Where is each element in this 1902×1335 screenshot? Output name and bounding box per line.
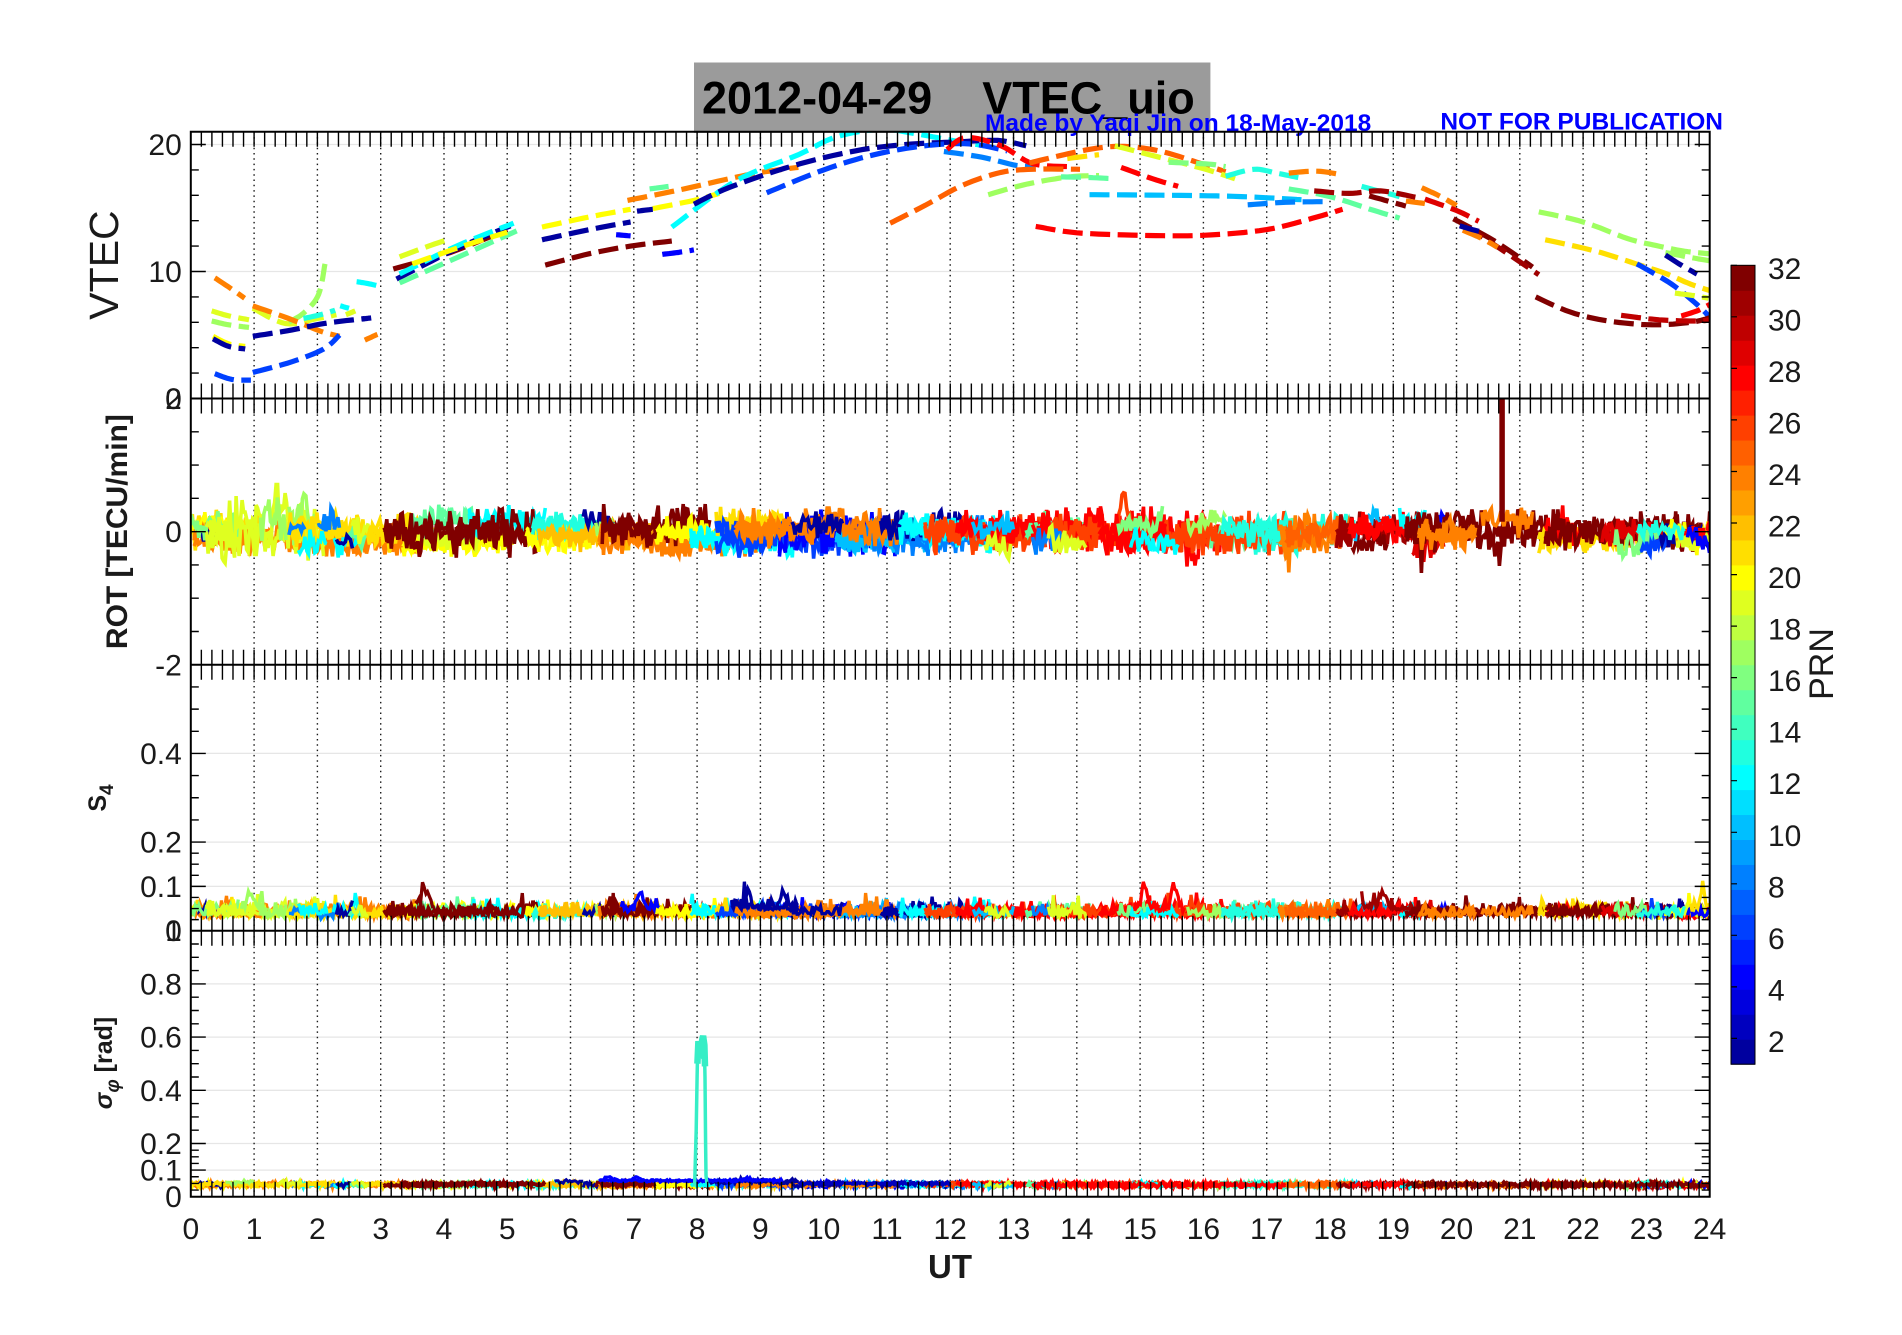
svg-text:19: 19 [1377,1213,1410,1246]
svg-text:2: 2 [165,383,182,416]
svg-text:20: 20 [1768,562,1801,595]
svg-text:σφ [rad]: σφ [rad] [90,1017,124,1109]
svg-text:0: 0 [165,383,182,416]
svg-text:0.1: 0.1 [140,871,182,904]
svg-text:22: 22 [1566,1213,1599,1246]
svg-text:1: 1 [165,915,182,948]
svg-text:-2: -2 [155,649,182,682]
svg-text:6: 6 [1768,923,1785,956]
svg-text:18: 18 [1768,614,1801,647]
svg-text:16: 16 [1187,1213,1220,1246]
svg-text:Made by Yaqi Jin on 18-May-201: Made by Yaqi Jin on 18-May-2018 [985,110,1371,137]
svg-text:12: 12 [1768,768,1801,801]
svg-text:3: 3 [372,1213,389,1246]
svg-text:24: 24 [1693,1213,1726,1246]
svg-text:26: 26 [1768,407,1801,440]
svg-text:0.2: 0.2 [140,1128,182,1161]
svg-text:28: 28 [1768,356,1801,389]
svg-text:30: 30 [1768,304,1801,337]
svg-text:0: 0 [165,915,182,948]
svg-text:10: 10 [807,1213,840,1246]
svg-text:0: 0 [165,516,182,549]
svg-text:9: 9 [752,1213,769,1246]
svg-text:8: 8 [1768,871,1785,904]
svg-text:6: 6 [562,1213,579,1246]
svg-text:11: 11 [871,1213,902,1246]
svg-text:VTEC: VTEC [81,210,127,319]
svg-text:0.8: 0.8 [140,968,182,1001]
svg-text:12: 12 [934,1213,967,1246]
svg-text:21: 21 [1503,1213,1536,1246]
svg-text:0.2: 0.2 [140,827,182,860]
svg-text:0.1: 0.1 [140,1155,182,1188]
svg-text:23: 23 [1630,1213,1663,1246]
svg-text:18: 18 [1313,1213,1346,1246]
svg-text:17: 17 [1250,1213,1283,1246]
svg-text:1: 1 [246,1213,263,1246]
svg-text:2: 2 [1768,1026,1785,1059]
svg-text:ROT [TECU/min]: ROT [TECU/min] [101,414,134,649]
svg-text:32: 32 [1768,253,1801,286]
svg-text:0.6: 0.6 [140,1022,182,1055]
svg-text:7: 7 [625,1213,642,1246]
svg-text:14: 14 [1060,1213,1093,1246]
svg-text:20: 20 [148,129,181,162]
svg-text:16: 16 [1768,665,1801,698]
svg-text:UT: UT [928,1248,972,1285]
svg-text:0: 0 [182,1213,199,1246]
svg-text:0.4: 0.4 [140,1075,182,1108]
svg-text:4: 4 [1768,974,1785,1007]
svg-text:0.4: 0.4 [140,738,182,771]
svg-text:13: 13 [997,1213,1030,1246]
svg-text:PRN: PRN [1803,628,1841,700]
svg-text:22: 22 [1768,511,1801,544]
svg-text:24: 24 [1768,459,1801,492]
svg-text:4: 4 [436,1213,453,1246]
svg-text:2: 2 [309,1213,326,1246]
svg-text:0: 0 [165,1181,182,1214]
svg-text:20: 20 [1440,1213,1473,1246]
svg-text:5: 5 [499,1213,516,1246]
svg-text:14: 14 [1768,717,1801,750]
svg-text:8: 8 [689,1213,706,1246]
svg-text:10: 10 [1768,820,1801,853]
svg-text:2012-04-29 VTEC_uio: 2012-04-29 VTEC_uio [702,73,1195,124]
svg-text:10: 10 [148,256,181,289]
svg-text:15: 15 [1123,1213,1156,1246]
